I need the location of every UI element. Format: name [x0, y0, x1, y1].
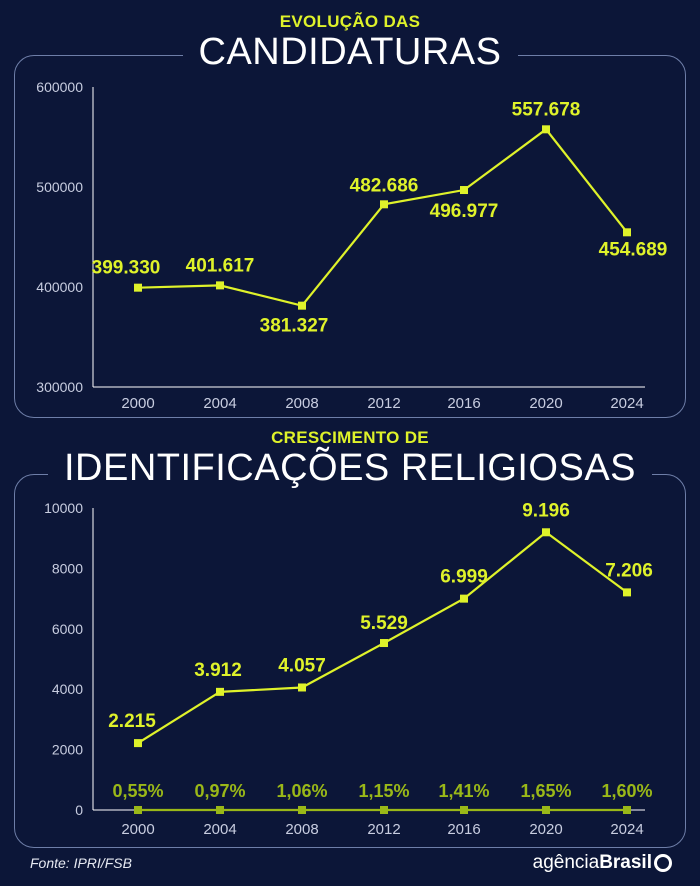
brand-part2: Brasil — [599, 852, 652, 873]
chart2-series2-data-label: 1,41% — [438, 781, 489, 801]
chart2-series1-point — [380, 639, 388, 648]
chart1-series1-data-label: 557.678 — [512, 99, 581, 120]
chart2-x-tick-label: 2016 — [447, 821, 480, 838]
chart1-series1-data-label: 381.327 — [260, 316, 329, 337]
chart2-series1-data-label: 2.215 — [108, 711, 156, 732]
chart1-series1-point — [298, 301, 306, 310]
chart2-title: IDENTIFICAÇÕES RELIGIOSAS — [47, 448, 653, 488]
chart2-series2-point — [460, 806, 468, 814]
chart2-x-tick-label: 2024 — [610, 821, 643, 838]
chart1-x-tick-label: 2024 — [610, 395, 643, 412]
chart2-series1-point — [216, 687, 224, 696]
chart2-title-block: CRESCIMENTO DE IDENTIFICAÇÕES RELIGIOSAS — [0, 428, 700, 488]
chart2-series1-point — [542, 528, 550, 537]
chart1-y-tick-label: 300000 — [36, 379, 83, 395]
chart2-x-tick-label: 2020 — [529, 821, 562, 838]
brand-circle-icon — [654, 854, 672, 872]
chart2-series1-point — [460, 594, 468, 603]
chart1-title: CANDIDATURAS — [182, 32, 518, 72]
chart2-series2-point — [542, 806, 550, 814]
chart2-y-tick-label: 6000 — [52, 621, 83, 637]
chart2-x-tick-label: 2012 — [367, 821, 400, 838]
chart1-series1-point — [216, 281, 224, 290]
chart2-x-tick-label: 2004 — [203, 821, 236, 838]
chart2-series1-line — [137, 530, 628, 745]
chart2-series1-point — [134, 739, 142, 748]
chart2-y-tick-label: 0 — [75, 802, 83, 818]
chart2-series2-data-label: 1,60% — [601, 781, 652, 801]
brand-part1: agência — [532, 852, 600, 873]
brand-logo: agência Brasil — [533, 852, 672, 874]
chart2-series2-data-label: 1,65% — [520, 781, 571, 801]
chart1-kicker: EVOLUÇÃO DAS — [279, 12, 421, 31]
chart2-series2-point — [380, 806, 388, 814]
chart1-title-block: EVOLUÇÃO DAS CANDIDATURAS — [0, 12, 700, 72]
chart2-series1-data-label: 9.196 — [522, 500, 570, 521]
chart2-series1-data-label: 3.912 — [194, 660, 242, 681]
chart1-x-tick-label: 2008 — [285, 395, 318, 412]
chart1-series1-line — [137, 127, 628, 307]
chart2-y-tick-label: 10000 — [44, 500, 83, 516]
chart1-series1-data-label: 401.617 — [186, 255, 255, 276]
source-note: Fonte: IPRI/FSB — [30, 855, 132, 871]
chart2-series2-data-label: 0,97% — [194, 781, 245, 801]
chart1-series1-point — [542, 125, 550, 134]
chart1-series1-point — [460, 186, 468, 195]
chart1-x-tick-label: 2016 — [447, 395, 480, 412]
chart2-series2-point — [623, 806, 631, 814]
chart1-series1-data-label: 482.686 — [350, 175, 419, 196]
chart1-x-tick-label: 2000 — [121, 395, 154, 412]
chart2-x-tick-label: 2000 — [121, 821, 154, 838]
chart1-y-tick-label: 500000 — [36, 179, 83, 195]
chart2-series1-data-label: 5.529 — [360, 613, 408, 634]
chart2-series1-data-label: 7.206 — [605, 560, 653, 581]
chart2-series2-data-label: 1,15% — [358, 781, 409, 801]
chart2-series2-data-label: 1,06% — [276, 781, 327, 801]
chart1-series1-data-label: 454.689 — [599, 239, 668, 260]
chart2-series1-point — [623, 588, 631, 597]
chart2-series2-point — [134, 806, 142, 814]
chart2-series2-data-label: 0,55% — [112, 781, 163, 801]
chart2-series2-point — [298, 806, 306, 814]
chart1-series1-point — [380, 200, 388, 209]
chart1-series1-point — [623, 228, 631, 237]
chart2-y-tick-label: 8000 — [52, 560, 83, 576]
chart2-y-tick-label: 4000 — [52, 681, 83, 697]
chart1-y-tick-label: 600000 — [36, 79, 83, 95]
chart2-series2-point — [216, 806, 224, 814]
chart2-series1-data-label: 6.999 — [440, 567, 488, 588]
chart1-x-tick-label: 2020 — [529, 395, 562, 412]
chart1-y-tick-label: 400000 — [36, 279, 83, 295]
chart2-series1-data-label: 4.057 — [278, 655, 326, 676]
chart1-x-tick-label: 2004 — [203, 395, 236, 412]
chart1-series1-data-label: 496.977 — [430, 201, 499, 222]
chart1-series1-point — [134, 283, 142, 292]
chart2-x-tick-label: 2008 — [285, 821, 318, 838]
chart1-x-tick-label: 2012 — [367, 395, 400, 412]
chart2-series1-point — [298, 683, 306, 692]
chart1-series1-data-label: 399.330 — [92, 258, 161, 279]
chart2-y-tick-label: 2000 — [52, 742, 83, 758]
chart2-kicker: CRESCIMENTO DE — [271, 428, 429, 447]
